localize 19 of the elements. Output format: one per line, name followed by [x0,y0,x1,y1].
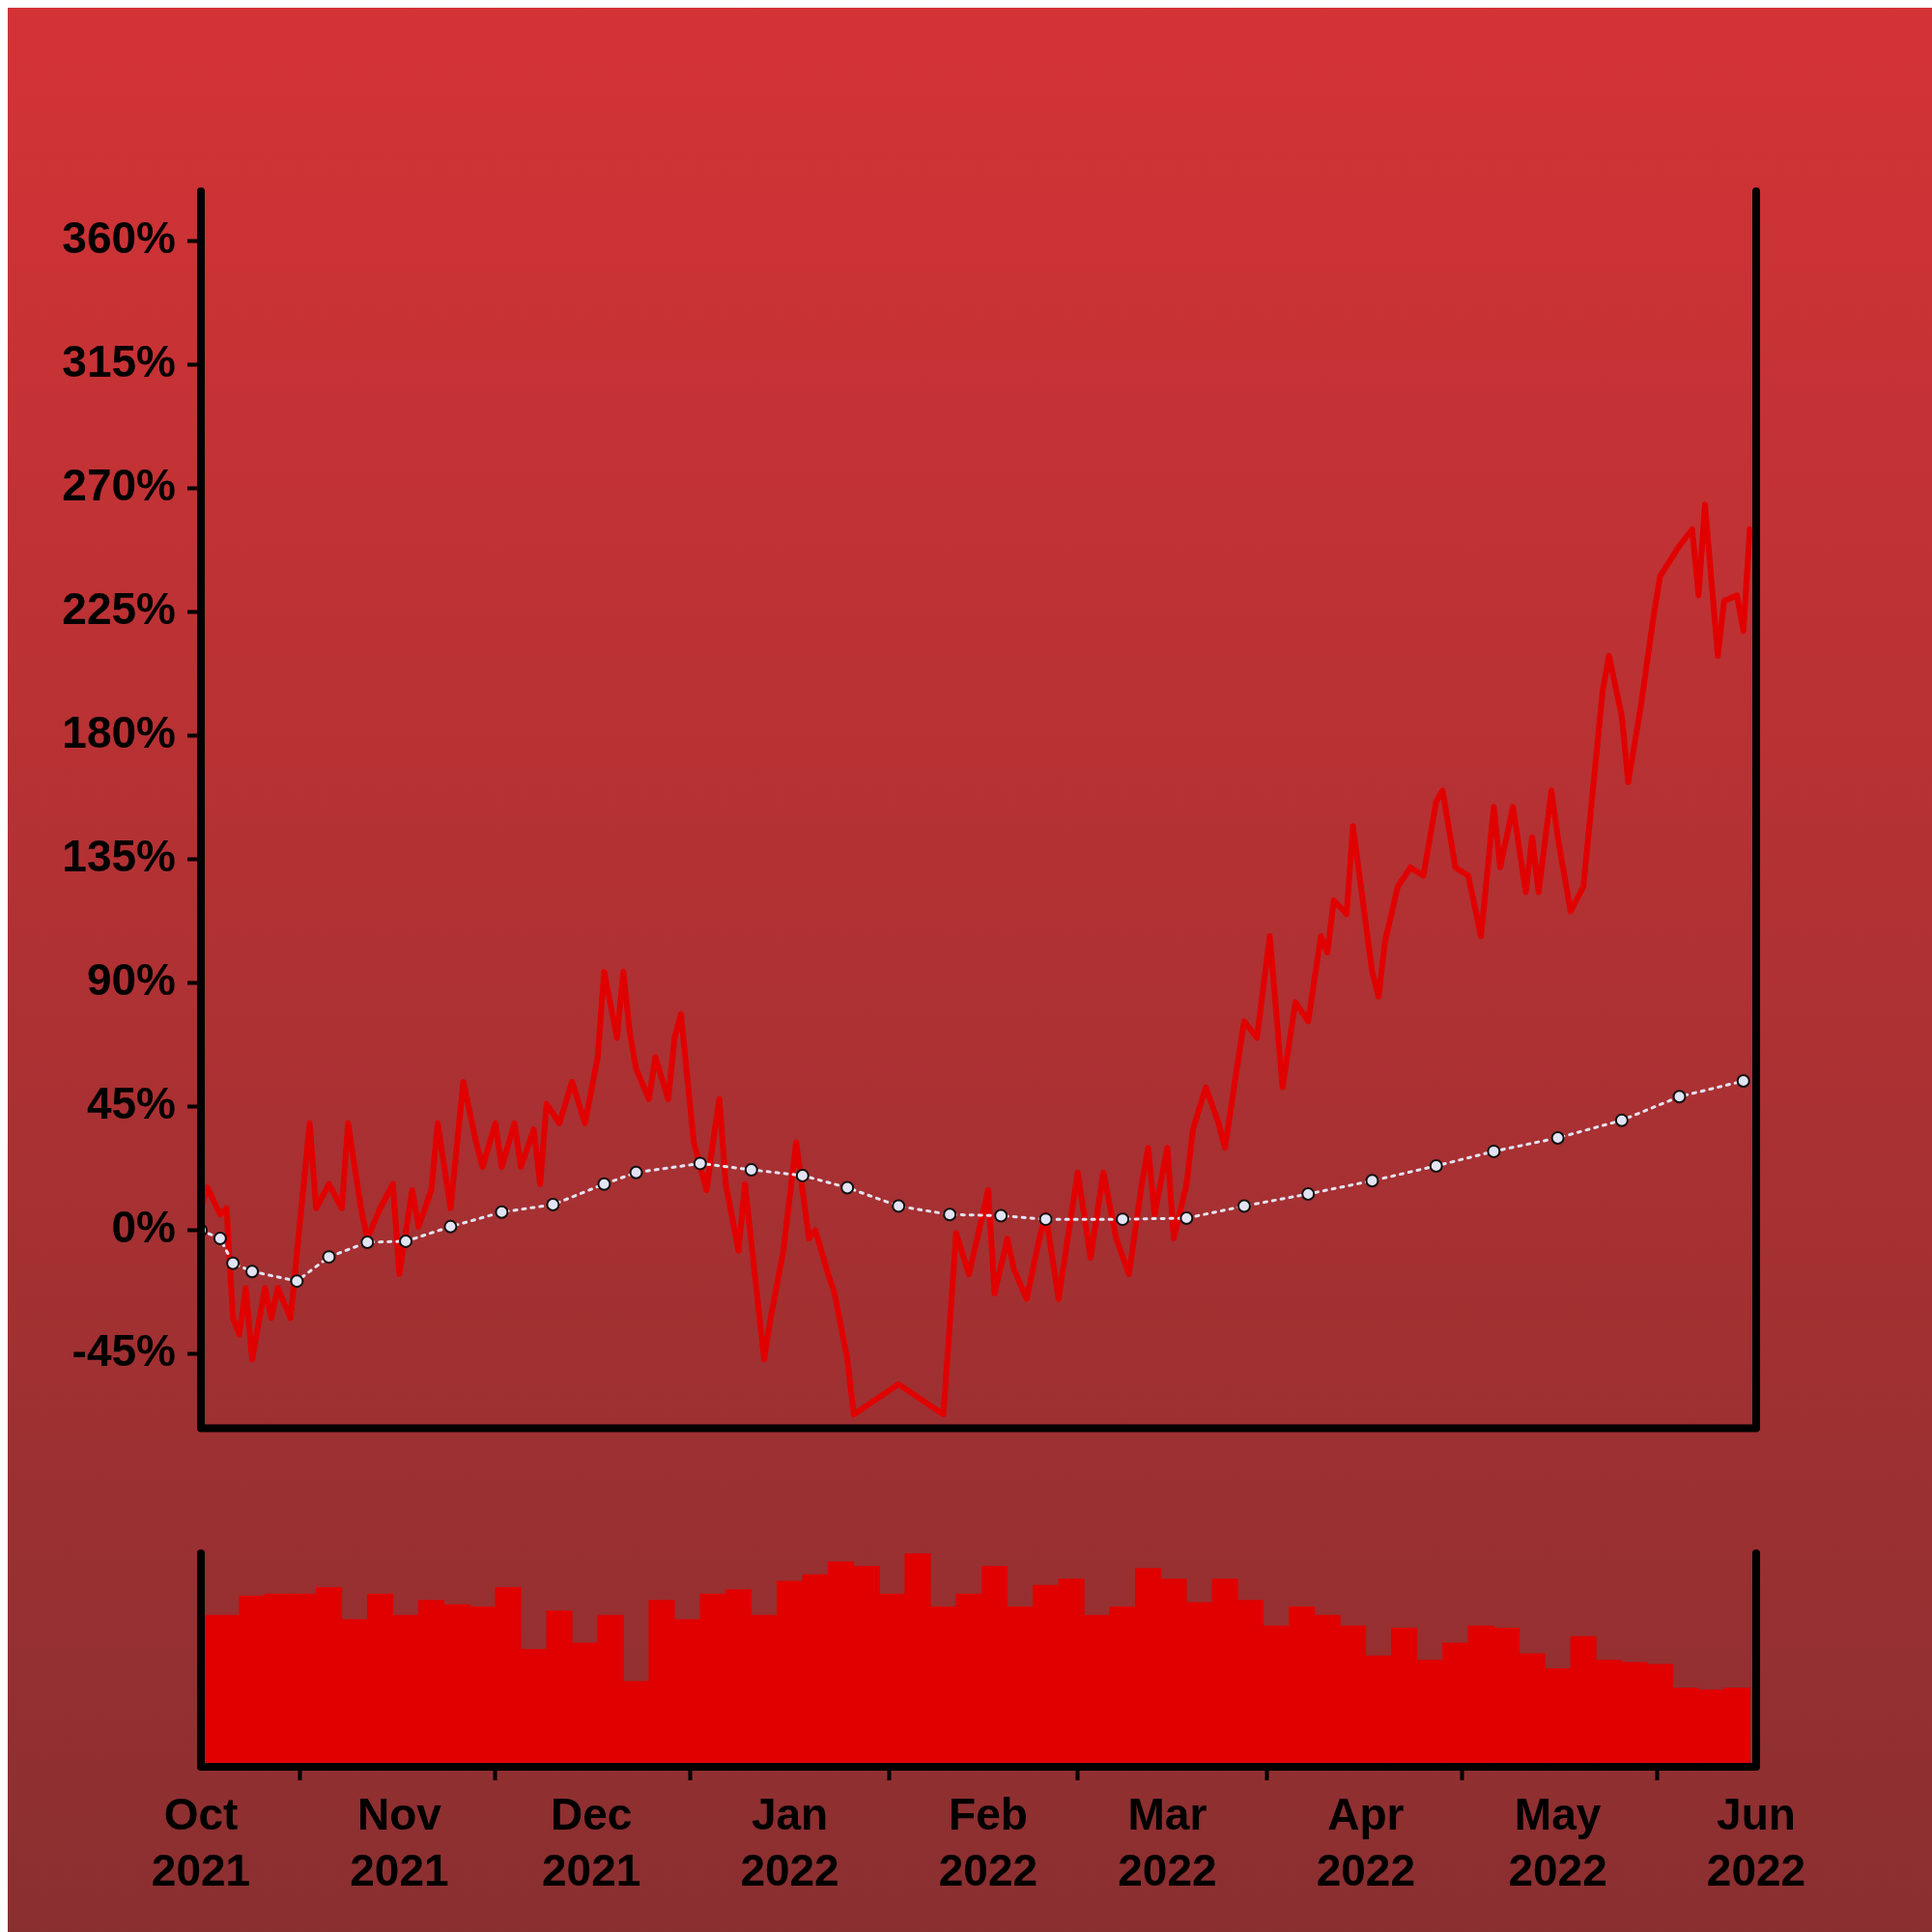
x-tick-label: Feb 2022 [938,1789,1038,1895]
y-tick-label: -45% [71,1325,176,1377]
y-tick-label: 135% [62,831,176,882]
x-tick-label: Dec 2021 [541,1789,641,1895]
x-tick-label: May 2022 [1508,1789,1607,1895]
x-tick-label: Jun 2022 [1706,1789,1806,1895]
y-tick-label: 180% [62,707,176,758]
y-tick-label: 225% [62,583,176,635]
y-tick-label: 90% [86,954,176,1006]
x-tick-label: Jan 2022 [740,1789,839,1895]
x-tick-label: Nov 2021 [350,1789,449,1895]
y-tick-label: 360% [62,212,176,263]
y-tick-label: 315% [62,335,176,386]
x-tick-label: Apr 2022 [1316,1789,1416,1895]
y-tick-label: 45% [86,1078,176,1129]
y-tick-label: 0% [111,1202,176,1253]
x-tick-label: Mar 2022 [1118,1789,1217,1895]
x-tick-label: Oct 2021 [151,1789,251,1895]
y-tick-label: 270% [62,459,176,510]
